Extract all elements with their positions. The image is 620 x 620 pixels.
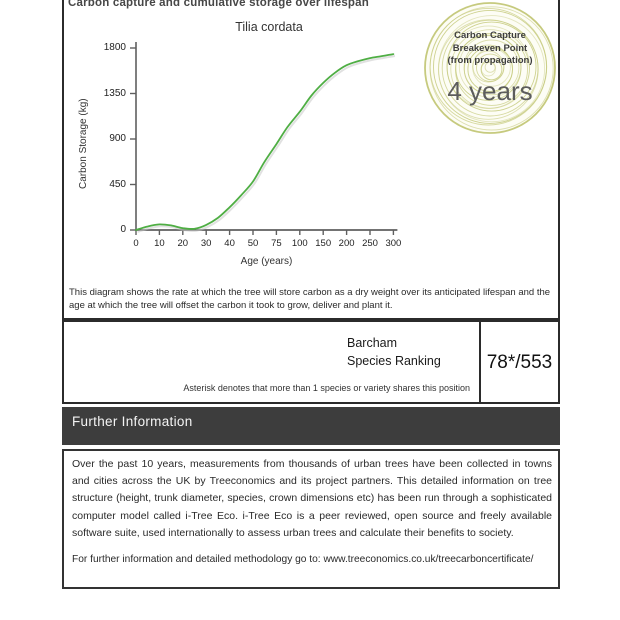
y-tick-label: 900 [109,133,126,144]
species-ranking-box: Barcham Species Ranking 78*/553 Asterisk… [62,320,560,404]
ranking-value: 78*/553 [486,352,553,373]
x-tick-label: 75 [271,238,282,249]
badge-caption-line2: Breakeven Point [452,42,528,54]
ranking-footnote: Asterisk denotes that more than 1 specie… [183,383,470,393]
chart-description: This diagram shows the rate at which the… [69,287,551,311]
further-info-box: Over the past 10 years, measurements fro… [62,449,560,589]
x-tick-label: 30 [200,238,212,249]
further-info-paragraph: Over the past 10 years, measurements fro… [72,458,552,539]
x-tick-label: 50 [247,238,259,249]
ranking-title: Barcham Species Ranking [347,335,441,370]
ranking-org: Barcham [347,336,398,350]
x-tick-label: 150 [315,238,332,249]
y-tick-label: 1350 [103,87,126,99]
x-axis-label: Age (years) [240,256,293,267]
badge-caption-line3: (from propagation) [447,55,533,66]
x-tick-label: 20 [177,238,189,249]
chart-title: Tilia cordata [235,20,303,34]
x-tick-label: 200 [338,238,355,249]
x-tick-label: 250 [362,238,378,249]
chart-section: Carbon capture and cumulative storage ov… [62,0,560,320]
ranking-divider [479,322,481,402]
x-tick-label: 0 [133,238,139,249]
badge-value: 4 years [447,76,533,106]
further-info-link-line: For further information and detailed met… [72,554,534,565]
y-tick-label: 0 [120,224,126,235]
x-tick-label: 300 [385,238,402,249]
y-tick-label: 1800 [103,42,126,53]
tree-rings-graphic [424,2,556,134]
y-tick-label: 450 [109,178,126,190]
x-tick-label: 100 [291,238,308,249]
x-tick-label: 10 [154,238,165,249]
further-info-header: Further Information [62,407,560,445]
ranking-label: Species Ranking [347,353,441,368]
badge-caption: Carbon Capture Breakeven Point (from pro… [420,30,560,68]
section-title: Carbon capture and cumulative storage ov… [68,0,369,9]
further-info-heading: Further Information [72,414,193,429]
x-tick-label: 40 [224,238,235,249]
badge-caption-line1: Carbon Capture [454,30,526,41]
breakeven-badge: Carbon Capture Breakeven Point (from pro… [420,0,560,140]
